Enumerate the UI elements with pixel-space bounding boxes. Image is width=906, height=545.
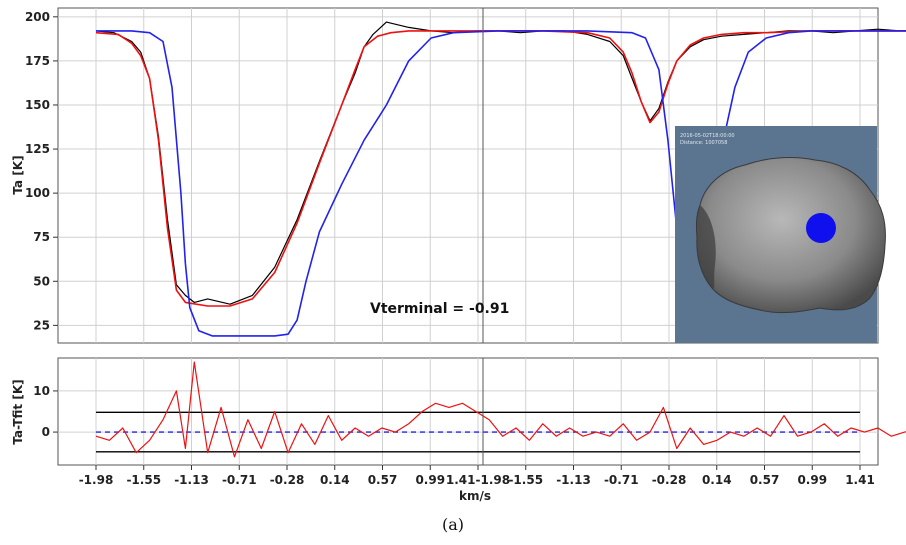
x-tick-label: 0.57 [368, 473, 398, 487]
top-panel: 25 50 75 100 125 150 175 200 Ta [K] Vterminal =… [11, 7, 906, 344]
top-y-tick-label: 50 [33, 274, 50, 288]
x-tick-label: 0.14 [702, 473, 732, 487]
bottom-series [95, 361, 906, 458]
x-tick-label: -0.71 [222, 473, 257, 487]
x-tick-label: 0.57 [750, 473, 780, 487]
bottom-ylabel: Ta-Tfit [K] [11, 379, 25, 444]
comet-nucleus [695, 157, 886, 314]
x-tick-label: 0.99 [797, 473, 827, 487]
bottom-y-tick-label: 0 [42, 425, 50, 439]
x-axis-label: km/s [459, 489, 491, 503]
figure-caption: (a) [442, 515, 464, 534]
x-tick-label: -1.13 [556, 473, 591, 487]
x-tick-label: 0.99 [415, 473, 445, 487]
x-tick-label: -0.28 [270, 473, 305, 487]
bottom-panel: 10 0 -1.98 -1.55 -1.13 -0.71 -0.28 0.14 0.57 0.9… [11, 357, 906, 503]
vterminal-annotation: Vterminal = -0.91 [370, 301, 509, 317]
x-tick-label: -1.55 [126, 473, 161, 487]
nucleus-inset: 2016-05-02T18:00:00 Distance: 1007058 [675, 126, 886, 343]
bottom-grid [58, 358, 878, 470]
x-tick-label: -0.28 [652, 473, 687, 487]
bottom-yticks: 10 0 [33, 384, 58, 439]
top-series-model [96, 30, 906, 337]
bottom-y-tick-label: 10 [33, 384, 50, 398]
x-tick-label: -1.13 [174, 473, 209, 487]
bottom-plot-frame [57, 357, 879, 466]
comet-lobe-shadow [696, 205, 716, 289]
x-tick-label: 0.14 [320, 473, 350, 487]
top-ylabel: Ta [K] [11, 155, 25, 194]
inset-timestamp: 2016-05-02T18:00:00 [680, 133, 735, 139]
top-y-tick-label: 25 [33, 318, 50, 332]
top-y-tick-label: 100 [25, 186, 50, 200]
top-y-tick-label: 175 [25, 54, 50, 68]
bottom-series-residual [95, 361, 906, 458]
x-tick-label: 1.41 [845, 473, 875, 487]
top-y-tick-label: 125 [25, 142, 50, 156]
top-y-tick-label: 200 [25, 10, 50, 24]
x-tick-label: 1.41-1.98 [446, 473, 510, 487]
inset-distance: Distance: 1007058 [680, 140, 727, 146]
top-y-tick-label: 75 [33, 230, 50, 244]
top-series [95, 21, 906, 337]
top-series-fit [95, 30, 906, 307]
x-tick-label: -1.55 [508, 473, 543, 487]
top-yticks: 25 50 75 100 125 150 175 200 [25, 10, 58, 332]
top-y-tick-label: 150 [25, 98, 50, 112]
x-tick-labels: -1.98 -1.55 -1.13 -0.71 -0.28 0.14 0.57 0.99 1.4… [79, 473, 875, 487]
x-tick-label: -0.71 [604, 473, 639, 487]
blue-region-marker [806, 213, 836, 243]
x-tick-label: -1.98 [79, 473, 114, 487]
